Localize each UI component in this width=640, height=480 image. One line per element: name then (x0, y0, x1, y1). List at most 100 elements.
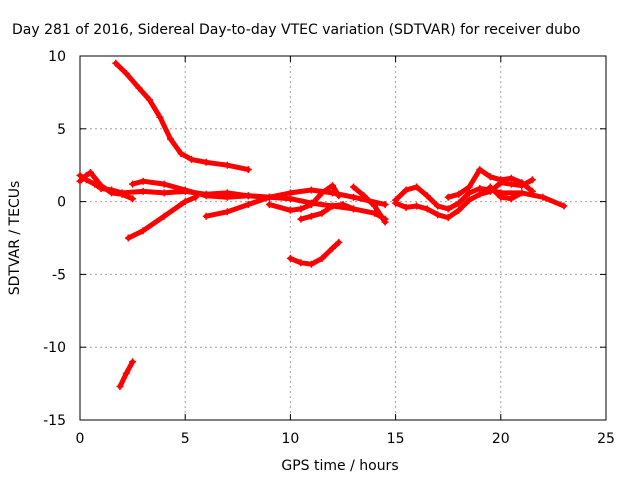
data-point (286, 254, 294, 262)
data-point (392, 199, 400, 207)
x-tick-label: 5 (181, 431, 190, 447)
series-track-line (287, 239, 342, 267)
data-point (97, 182, 105, 190)
data-point (455, 190, 463, 198)
data-point (286, 206, 294, 214)
data-point (124, 234, 132, 242)
data-point (188, 155, 195, 163)
data-point (381, 218, 389, 226)
data-point (167, 135, 174, 143)
data-point (202, 212, 210, 220)
data-point (118, 190, 126, 198)
data-point (297, 259, 305, 267)
data-point (497, 176, 505, 184)
data-point (402, 203, 410, 211)
series-track-1 (112, 59, 252, 174)
y-tick-label: 5 (57, 122, 66, 138)
series-track-15 (116, 358, 137, 390)
data-point (202, 192, 210, 200)
data-point (444, 205, 452, 213)
data-point (82, 171, 90, 179)
data-point (465, 196, 473, 204)
data-point (129, 358, 137, 366)
y-tick-label: 10 (48, 49, 66, 65)
data-point (181, 198, 189, 206)
data-point (507, 195, 515, 203)
series-track-9 (350, 183, 389, 226)
data-point (139, 227, 147, 235)
data-point (507, 174, 515, 182)
data-point (108, 189, 116, 197)
data-point (112, 59, 120, 67)
data-point (265, 193, 273, 201)
data-point (434, 202, 442, 210)
data-point (160, 212, 168, 220)
data-point (381, 201, 389, 208)
data-point (476, 190, 484, 198)
x-tick-labels: 0 5 10 15 20 25 (76, 431, 615, 447)
data-point (350, 193, 357, 201)
data-point (177, 150, 185, 158)
data-point (87, 169, 94, 176)
y-tick-label: -10 (43, 340, 66, 356)
data-point (297, 205, 305, 213)
data-point (455, 206, 463, 214)
series-track-14 (486, 183, 526, 203)
data-point (265, 201, 273, 208)
data-point (223, 208, 231, 216)
data-point (135, 84, 143, 92)
data-point (339, 201, 347, 208)
data-point (223, 193, 231, 201)
data-point (181, 186, 189, 194)
x-tick-label: 15 (387, 431, 405, 447)
data-point (145, 96, 153, 104)
data-point (202, 158, 210, 166)
y-axis-label: SDTVAR / TECUs (7, 181, 23, 296)
plot-frame (79, 55, 607, 421)
x-tick-label: 20 (492, 431, 510, 447)
data-point (423, 192, 431, 200)
x-tick-label: 25 (597, 431, 615, 447)
data-point (160, 189, 168, 197)
data-point (329, 182, 336, 190)
data-point (497, 193, 505, 201)
data-point (444, 193, 452, 201)
data-point (192, 193, 200, 201)
data-point (244, 166, 252, 174)
series-track-line (351, 184, 388, 225)
grid (80, 56, 606, 420)
data-point (122, 70, 130, 77)
chart-title: Day 281 of 2016, Sidereal Day-to-day VTE… (12, 22, 580, 38)
data-point (156, 113, 164, 121)
data-point (360, 192, 368, 200)
series-track-6 (202, 186, 389, 220)
series-track-13 (444, 166, 536, 201)
data-point (335, 238, 343, 246)
data-point (434, 211, 442, 219)
data-point (476, 166, 484, 174)
data-point (528, 187, 536, 195)
data-point (307, 201, 315, 208)
y-tick-labels: -15 -10 -5 0 5 10 (43, 49, 66, 429)
data-point (329, 244, 336, 252)
data-point (297, 215, 305, 223)
data-point (139, 187, 147, 195)
data-point (560, 202, 568, 210)
data-point (307, 186, 315, 194)
y-tick-label: -5 (52, 267, 66, 283)
data-point (413, 202, 421, 210)
data-point (539, 193, 547, 201)
series-track-12 (392, 176, 536, 222)
data-point (244, 201, 252, 208)
data-point (318, 189, 326, 197)
series-track-8 (297, 201, 357, 223)
data-point (329, 202, 336, 210)
series-track-5 (124, 193, 200, 242)
data-point (286, 189, 294, 197)
data-point (402, 186, 410, 194)
data-point (413, 183, 421, 191)
data-point (465, 189, 473, 197)
data-point (444, 214, 452, 222)
data-point (122, 369, 130, 377)
